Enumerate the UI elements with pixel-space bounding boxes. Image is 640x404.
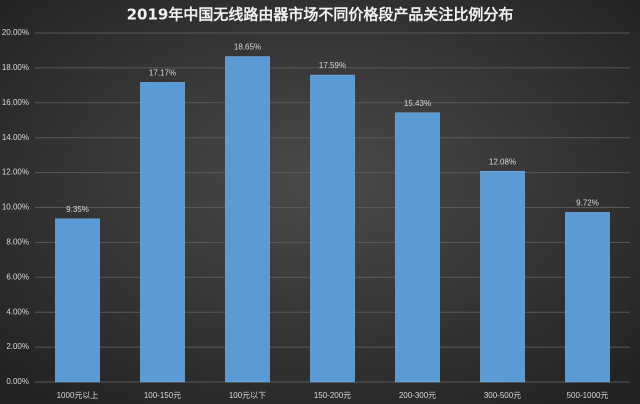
value-label: 15.43% (404, 99, 431, 108)
y-tick-label: 14.00% (2, 133, 29, 142)
bar (225, 56, 270, 383)
value-label: 18.65% (234, 43, 261, 52)
y-tick-label: 10.00% (2, 203, 29, 212)
y-tick-label: 4.00% (6, 307, 29, 316)
y-tick-label: 8.00% (6, 238, 29, 247)
bar (140, 82, 185, 383)
x-tick-label: 100-150元 (144, 391, 181, 400)
bar (565, 212, 610, 383)
x-tick-label: 150-200元 (314, 391, 351, 400)
x-tick-label: 300-500元 (484, 391, 521, 400)
value-label: 9.35% (66, 205, 89, 214)
y-tick-label: 6.00% (6, 272, 29, 281)
y-tick-label: 20.00% (2, 28, 29, 37)
value-label: 17.59% (319, 61, 346, 70)
x-tick-label: 1000元以上 (57, 391, 99, 400)
y-tick-label: 16.00% (2, 98, 29, 107)
x-tick-label: 500-1000元 (567, 391, 609, 400)
y-tick-label: 12.00% (2, 168, 29, 177)
x-tick-label: 100元以下 (229, 391, 266, 400)
value-label: 12.08% (489, 157, 516, 166)
value-label: 9.72% (576, 198, 599, 207)
y-tick-label: 0.00% (6, 377, 29, 386)
value-label: 17.17% (149, 68, 176, 77)
y-tick-label: 2.00% (6, 342, 29, 351)
y-tick-label: 18.00% (2, 63, 29, 72)
x-tick-label: 200-300元 (399, 391, 436, 400)
chart-title: 2019年中国无线路由器市场不同价格段产品关注比例分布 (127, 6, 514, 24)
bar (310, 74, 355, 383)
bar (55, 218, 100, 383)
bar (480, 170, 525, 383)
bar (395, 112, 440, 383)
